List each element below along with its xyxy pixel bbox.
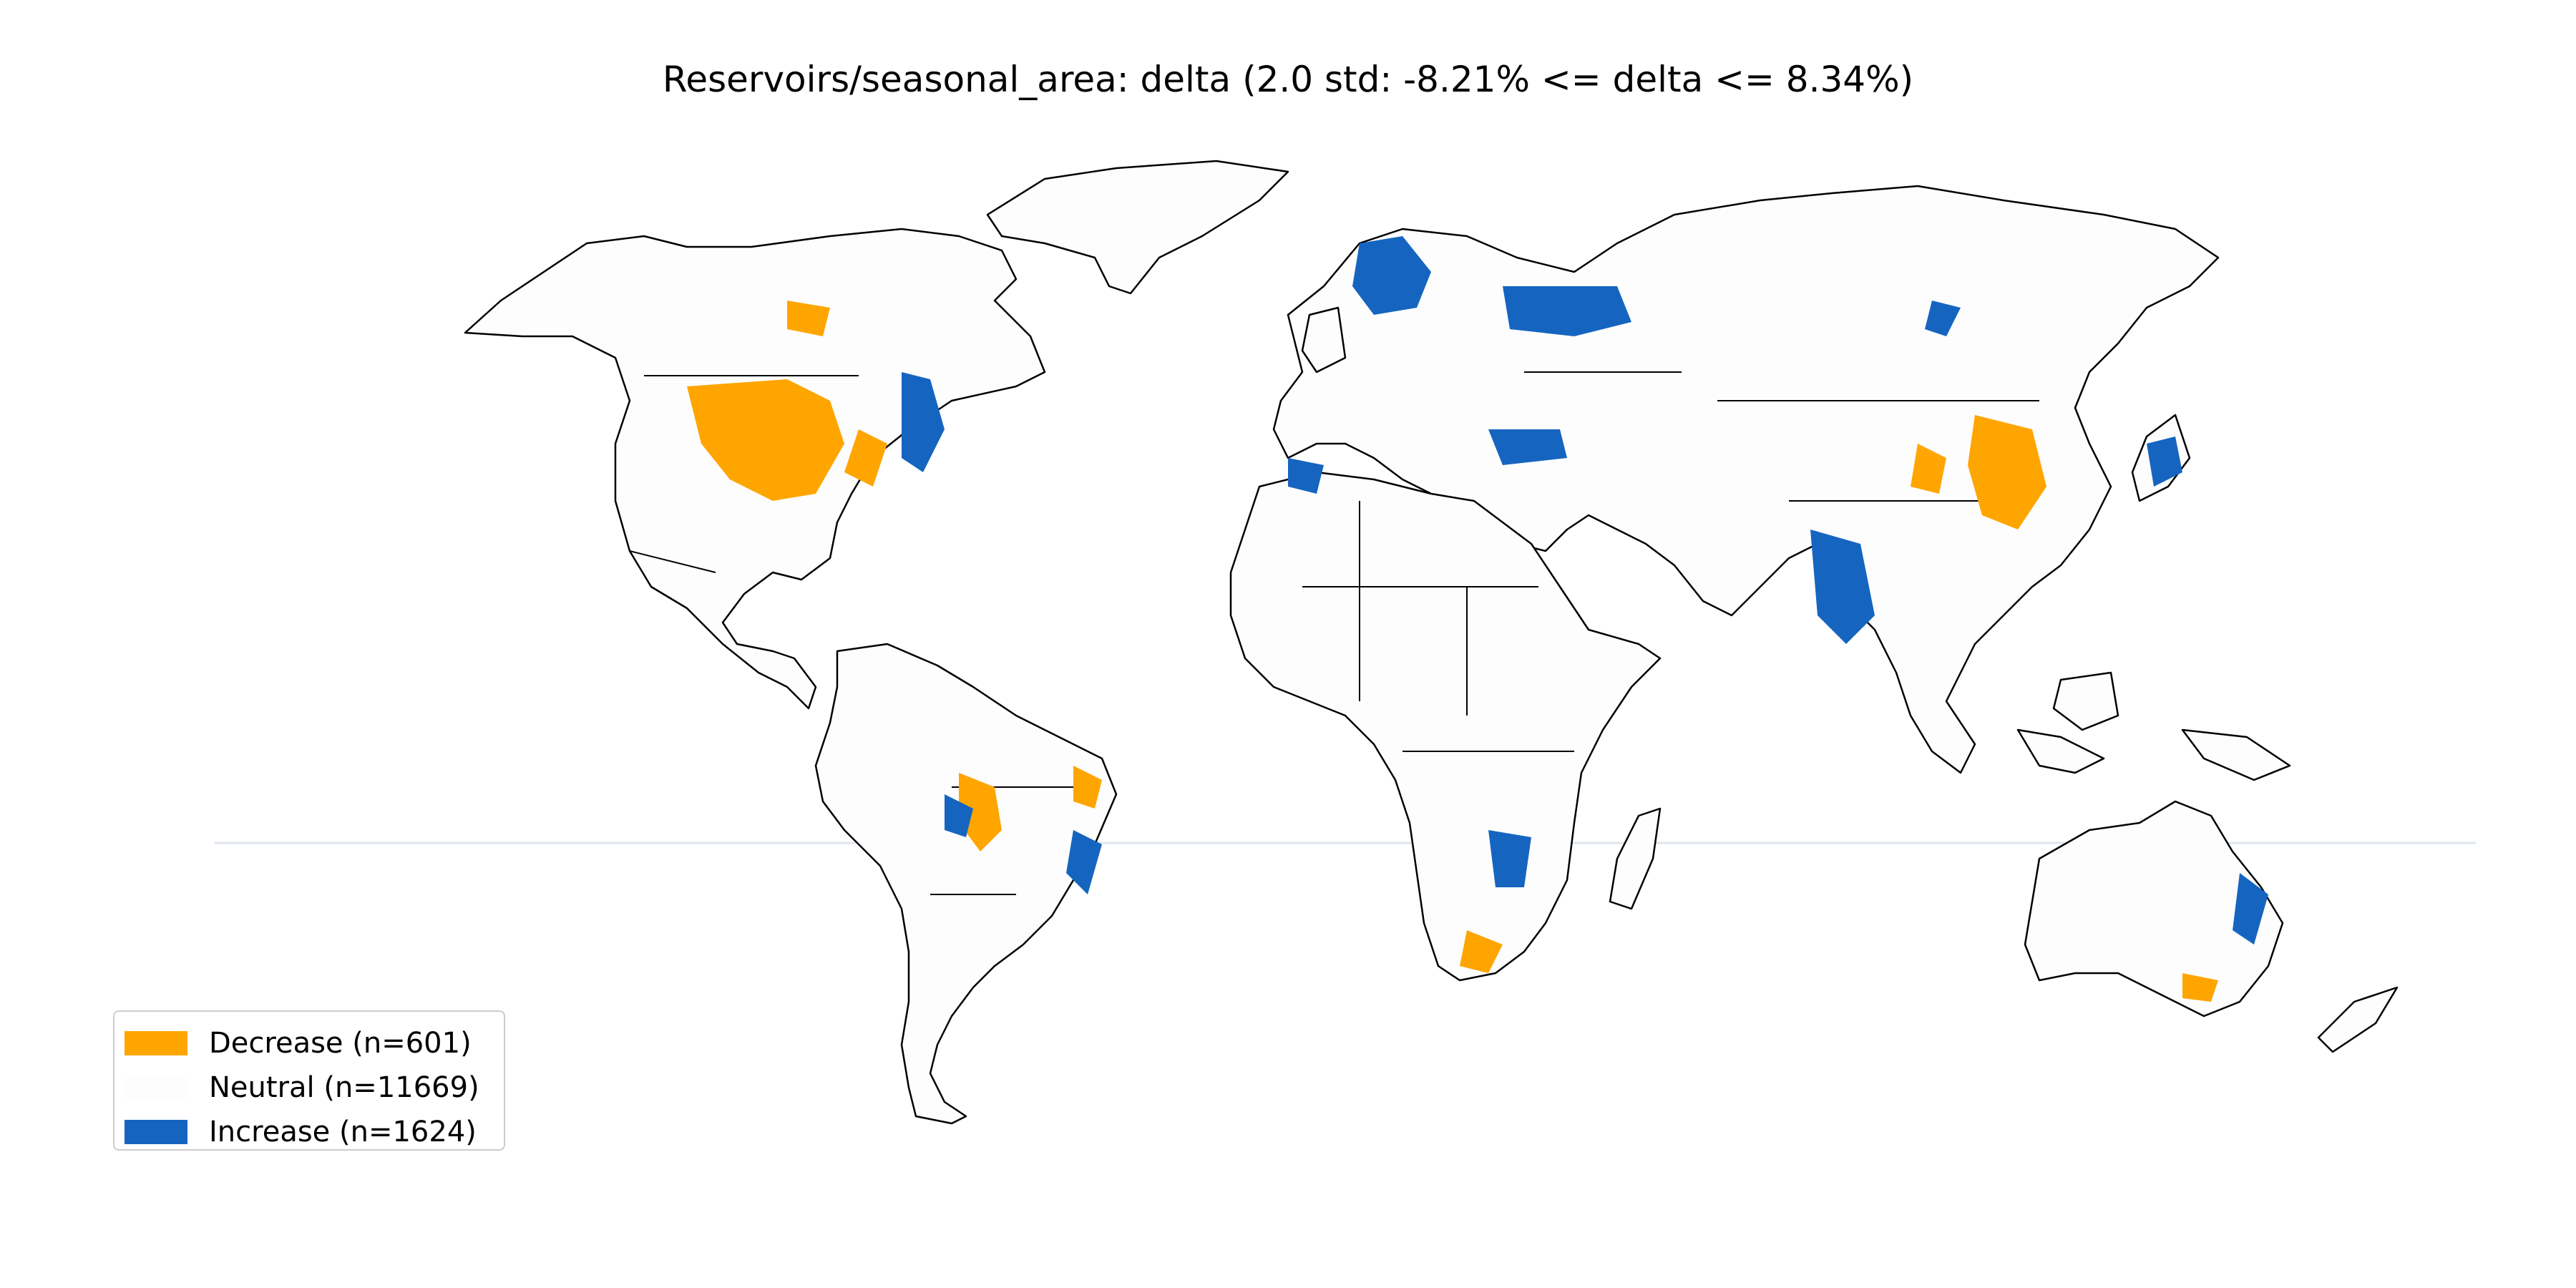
legend-label-neutral: Neutral (n=11669)	[209, 1071, 479, 1104]
legend-label-decrease: Decrease (n=601)	[209, 1027, 472, 1060]
australia	[2024, 800, 2284, 1018]
legend-item-decrease: Decrease (n=601)	[125, 1026, 472, 1060]
legend: Decrease (n=601) Neutral (n=11669) Incre…	[113, 1010, 505, 1151]
land-masses	[464, 160, 2399, 1125]
legend-swatch-neutral	[125, 1075, 187, 1100]
decrease-regions	[687, 301, 2218, 1002]
africa	[1229, 471, 1662, 982]
new-zealand	[2317, 986, 2399, 1053]
increase-regions	[902, 236, 2268, 945]
borneo	[2052, 671, 2119, 731]
legend-item-increase: Increase (n=1624)	[125, 1115, 477, 1149]
country-borders	[629, 371, 2039, 895]
legend-swatch-decrease	[125, 1031, 187, 1055]
british-isles	[1301, 306, 1347, 374]
greenland	[986, 160, 1289, 295]
legend-swatch-increase	[125, 1120, 187, 1144]
page-title: Reservoirs/seasonal_area: delta (2.0 std…	[662, 59, 1914, 100]
south-america	[814, 643, 1118, 1125]
madagascar	[1609, 807, 1662, 910]
legend-label-increase: Increase (n=1624)	[209, 1116, 477, 1148]
indonesia	[2016, 728, 2105, 774]
new-guinea	[2181, 728, 2291, 781]
legend-item-neutral: Neutral (n=11669)	[125, 1070, 479, 1105]
